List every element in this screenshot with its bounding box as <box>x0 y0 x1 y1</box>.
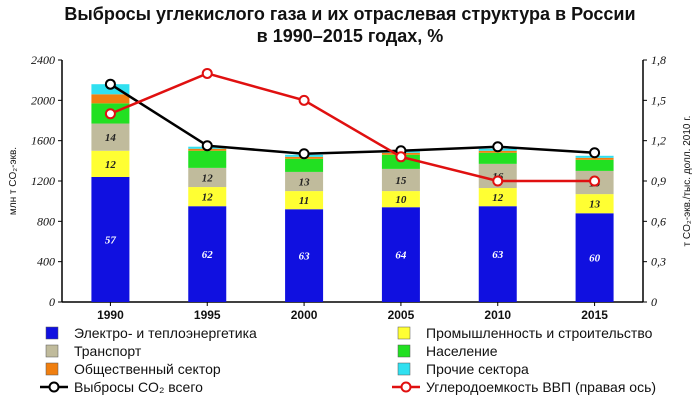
bar-segment-public <box>575 157 614 160</box>
chart-title-line2: в 1990–2015 годах, % <box>256 26 444 46</box>
line-point-1 <box>395 151 407 163</box>
bar-segment-residential <box>285 158 324 172</box>
axes: 0 400 800 1200 1600 2000 2400 0 0,3 0,6 0,9 1,2 1,5 1… <box>8 53 693 322</box>
bar-segment-energy <box>381 207 420 302</box>
bar-data-label-industry: 10 <box>395 194 407 206</box>
bar-data-label-energy: 63 <box>492 249 504 261</box>
bar-segment-energy <box>91 176 130 302</box>
bar-segment-industry <box>285 191 324 210</box>
bar-segment-energy <box>285 209 324 302</box>
bar-segment-public <box>91 94 130 104</box>
bar-data-label-transport: 14 <box>105 132 117 144</box>
bar-data-label-energy: 64 <box>395 250 407 262</box>
y-axis-right-label: т CO₂-экв./тыс. долл. 2010 г. <box>682 116 693 247</box>
line-point-0 <box>298 148 310 160</box>
y-tick-label-left: 2000 <box>31 93 55 107</box>
legend-label: Промышленность и строительство <box>426 325 653 341</box>
line-point-0 <box>201 140 213 152</box>
line-path-1 <box>109 72 595 183</box>
bar-segment-industry <box>91 150 130 177</box>
legend-label: Население <box>426 343 498 359</box>
y-tick-label-left: 1600 <box>31 134 55 148</box>
bar-data-label-industry: 12 <box>105 159 117 171</box>
x-tick-label: 2005 <box>388 308 415 322</box>
bars: 571214621212631113641015631216601316 <box>91 84 614 302</box>
y-tick-label-left: 1200 <box>31 174 55 188</box>
legend-marker <box>400 381 412 393</box>
bar-segment-transport <box>285 171 324 192</box>
legend-swatch <box>45 326 59 340</box>
bar-segment-energy <box>188 206 227 302</box>
chart-title: Выбросы углекислого газа и их отраслевая… <box>0 3 700 47</box>
y-tick-label-left: 2400 <box>31 53 55 67</box>
bar-data-label-industry: 12 <box>202 192 214 204</box>
line-point-0 <box>104 78 116 90</box>
bar-segment-residential <box>188 150 227 168</box>
bar-data-label-industry: 11 <box>299 195 309 207</box>
bar-data-label-transport: 15 <box>395 175 407 187</box>
line-path-0 <box>109 83 595 156</box>
y-axis-left-label: млн т CO₂-экв. <box>8 147 19 215</box>
x-tick-label: 1995 <box>194 308 221 322</box>
bar-data-label-energy: 62 <box>202 249 214 261</box>
line-point-1 <box>201 67 213 79</box>
bar-segment-residential <box>575 159 614 171</box>
legend-label: Транспорт <box>74 343 142 359</box>
bar-data-label-transport: 12 <box>202 172 214 184</box>
line-point-0 <box>589 147 601 159</box>
x-tick-label: 1990 <box>97 308 124 322</box>
bar-segment-residential <box>478 152 517 164</box>
legend-label: Прочие сектора <box>426 361 529 377</box>
bar-segment-energy <box>575 213 614 302</box>
legend-swatch <box>397 362 411 376</box>
line-point-0 <box>492 141 504 153</box>
bar-segment-transport <box>381 168 420 192</box>
bar-data-label-industry: 13 <box>589 199 601 211</box>
line-series <box>104 67 601 187</box>
legend-swatch <box>397 326 411 340</box>
bar-segment-industry <box>381 191 420 208</box>
bar-segment-industry <box>478 188 517 207</box>
bar-data-label-energy: 57 <box>105 234 117 246</box>
bar-data-label-energy: 60 <box>589 253 601 265</box>
legend-swatch <box>397 344 411 358</box>
y-tick-label-left: 400 <box>37 255 55 269</box>
legend: Электро- и теплоэнергетика Промышленность… <box>40 325 656 395</box>
y-tick-label-left: 800 <box>37 214 55 228</box>
line-point-1 <box>492 175 504 187</box>
legend-swatch <box>45 344 59 358</box>
y-tick-label-right: 1,8 <box>651 53 666 67</box>
y-tick-label-left: 0 <box>49 295 55 309</box>
bar-data-label-transport: 13 <box>299 177 311 189</box>
line-point-1 <box>298 94 310 106</box>
bar-data-label-energy: 63 <box>299 251 311 263</box>
legend-label: Электро- и теплоэнергетика <box>74 325 257 341</box>
legend-label: Выбросы CO₂ всего <box>74 379 203 395</box>
x-tick-label: 2010 <box>484 308 511 322</box>
bar-segment-industry <box>188 187 227 207</box>
bar-data-label-industry: 12 <box>492 192 504 204</box>
legend-label: Углеродоемкость ВВП (правая ось) <box>426 379 656 395</box>
x-tick-label: 2000 <box>291 308 318 322</box>
y-tick-label-right: 0,3 <box>651 255 666 269</box>
line-point-1 <box>104 108 116 120</box>
legend-marker <box>48 381 60 393</box>
y-tick-label-right: 1,5 <box>651 93 666 107</box>
bar-segment-transport <box>188 167 227 188</box>
line-point-1 <box>589 175 601 187</box>
bar-segment-industry <box>575 194 614 214</box>
y-tick-label-right: 0 <box>651 295 657 309</box>
y-tick-label-right: 1,2 <box>651 134 666 148</box>
legend-label: Общественный сектор <box>74 361 221 377</box>
bar-segment-transport <box>91 123 130 151</box>
y-tick-label-right: 0,9 <box>651 174 666 188</box>
x-tick-label: 2015 <box>581 308 608 322</box>
legend-swatch <box>45 362 59 376</box>
chart-title-line1: Выбросы углекислого газа и их отраслевая… <box>64 4 636 24</box>
bar-segment-energy <box>478 206 517 302</box>
y-tick-label-right: 0,6 <box>651 214 666 228</box>
